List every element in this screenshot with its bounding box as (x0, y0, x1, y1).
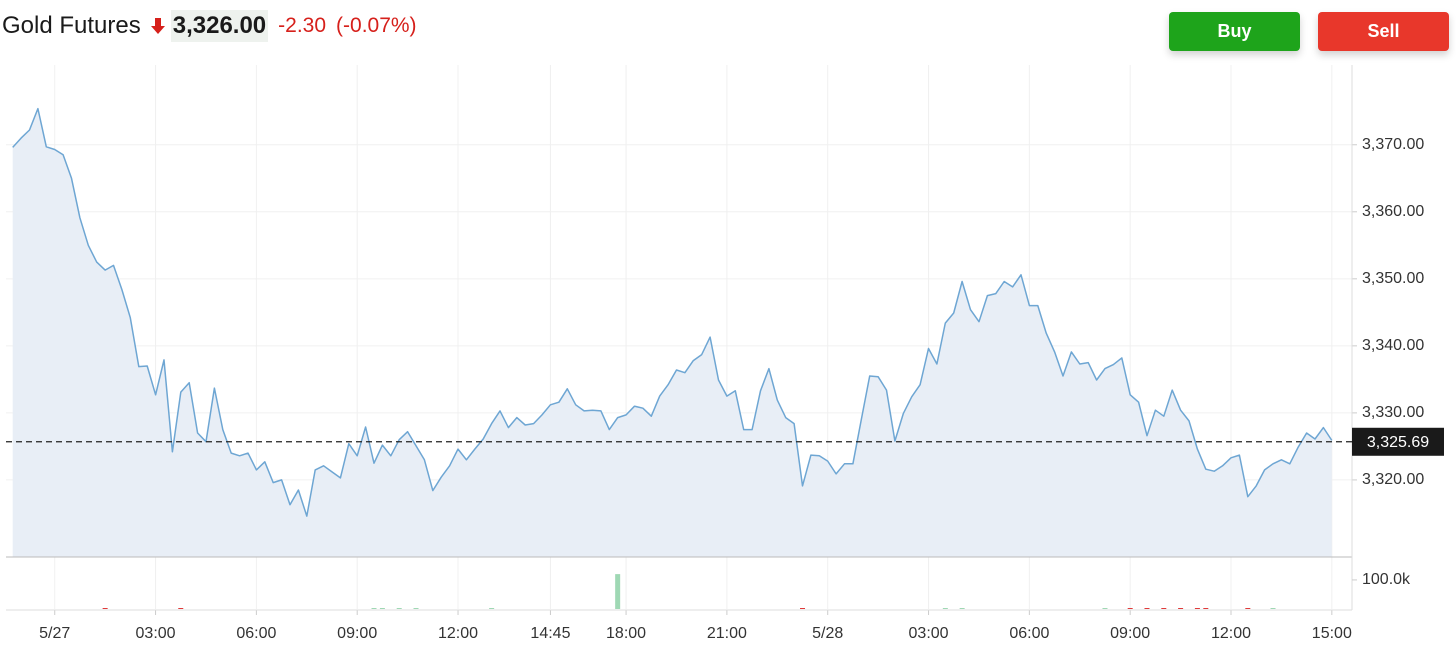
volume-bar (1161, 608, 1167, 609)
x-tick-label: 03:00 (136, 625, 176, 642)
volume-bar (102, 608, 108, 609)
volume-bar (1144, 608, 1150, 609)
instrument-title: Gold Futures (2, 12, 141, 39)
header: Gold Futures 3,326.00 -2.30 (-0.07%) (2, 8, 417, 44)
volume-bar (413, 608, 419, 609)
volume-bar (1127, 608, 1133, 609)
y-tick-label: 3,370.00 (1362, 136, 1424, 153)
y-tick-label: 3,360.00 (1362, 203, 1424, 220)
x-tick-label: 12:00 (438, 625, 478, 642)
y-tick-label: 3,320.00 (1362, 471, 1424, 488)
sell-button[interactable]: Sell (1318, 12, 1449, 51)
last-price-label: 3,325.69 (1367, 434, 1429, 451)
volume-bar (800, 608, 806, 609)
down-arrow (150, 18, 165, 34)
volume-bar (959, 608, 965, 609)
volume-bar (1245, 608, 1251, 609)
volume-bar (371, 608, 377, 609)
x-tick-label: 09:00 (1110, 625, 1150, 642)
volume-bar (942, 608, 948, 609)
volume-bar (379, 608, 385, 609)
price-line (12, 107, 1333, 517)
x-tick-label: 03:00 (909, 625, 949, 642)
volume-bar (489, 608, 495, 609)
x-tick-label: 5/27 (39, 625, 70, 642)
volume-bar (1270, 608, 1276, 609)
volume-bar (396, 608, 402, 609)
volume-bar (178, 608, 184, 609)
x-tick-label: 5/28 (812, 625, 843, 642)
x-tick-label: 09:00 (337, 625, 377, 642)
volume-y-tick-label: 100.0k (1362, 571, 1411, 588)
price-change-percent: (-0.07%) (336, 14, 417, 37)
x-tick-label: 18:00 (606, 625, 646, 642)
x-tick-label: 14:45 (530, 625, 570, 642)
buy-button[interactable]: Buy (1169, 12, 1300, 51)
volume-bar (1178, 608, 1184, 609)
y-tick-label: 3,330.00 (1362, 404, 1424, 421)
y-tick-label: 3,340.00 (1362, 337, 1424, 354)
last-price: 3,326.00 (170, 10, 269, 42)
x-tick-label: 12:00 (1211, 625, 1251, 642)
last-price-box (1352, 427, 1444, 456)
price-change: -2.30 (278, 14, 327, 37)
area-fill (12, 108, 1332, 557)
volume-bar (615, 574, 621, 609)
x-tick-label: 06:00 (1009, 625, 1049, 642)
x-tick-label: 21:00 (707, 625, 747, 642)
volume-bar (1194, 608, 1200, 609)
volume-bar (1102, 608, 1108, 609)
x-tick-label: 15:00 (1312, 625, 1352, 642)
volume-bar (1203, 608, 1209, 609)
x-tick-label: 06:00 (236, 625, 276, 642)
y-tick-label: 3,350.00 (1362, 270, 1424, 287)
